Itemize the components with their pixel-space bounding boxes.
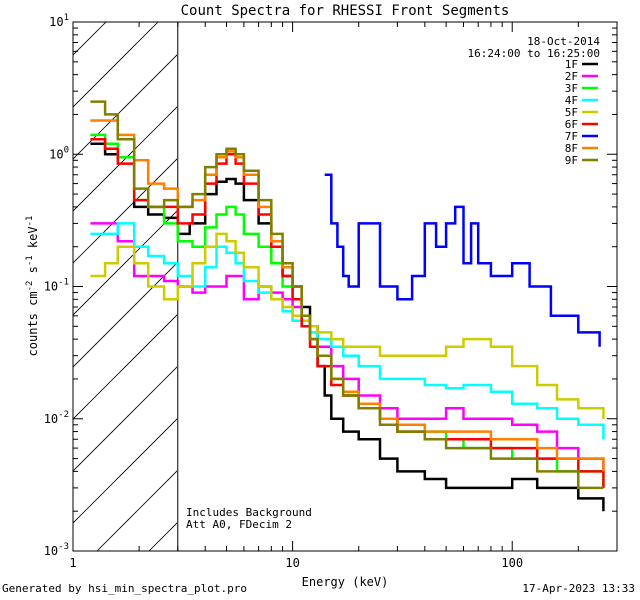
- legend-label-4F: 4F: [565, 94, 578, 107]
- note-background: Includes Background: [186, 506, 312, 519]
- x-axis-label: Energy (keV): [302, 575, 389, 589]
- legend-label-6F: 6F: [565, 118, 578, 131]
- y-tick-label: 10-3: [44, 542, 69, 558]
- y-tick-label: 10-1: [44, 278, 69, 294]
- generated-by-label: Generated by hsi_min_spectra_plot.pro: [2, 582, 248, 595]
- chart-title: Count Spectra for RHESSI Front Segments: [181, 3, 510, 19]
- legend-label-3F: 3F: [565, 82, 578, 95]
- series-line-7F: [324, 173, 601, 347]
- hatch-line: [73, 418, 177, 524]
- hatch-line: [73, 158, 177, 264]
- y-tick-label: 100: [49, 145, 69, 161]
- x-tick-label: 1: [69, 556, 76, 570]
- y-axis-label: counts cm-2 s-1 keV-1: [25, 216, 40, 357]
- date-label: 18-Oct-2014: [527, 35, 600, 48]
- x-axis-ticks: 1 10 100: [69, 22, 618, 570]
- legend-label-8F: 8F: [565, 142, 578, 155]
- x-tick-label: 100: [501, 556, 523, 570]
- hatch-line: [73, 366, 177, 472]
- y-axis-ticks: 10-3 10-2 10-1 100 101: [44, 13, 617, 558]
- legend-label-1F: 1F: [565, 58, 578, 71]
- hatch-line: [253, 0, 640, 551]
- series-line-5F: [90, 232, 605, 419]
- time-range-label: 16:24:00 to 16:25:00: [468, 47, 600, 60]
- legend-label-7F: 7F: [565, 130, 578, 143]
- timestamp-label: 17-Apr-2023 13:33: [522, 582, 635, 595]
- series-line-8F: [90, 119, 605, 472]
- series-line-4F: [90, 222, 605, 440]
- y-tick-label: 10-2: [44, 410, 69, 426]
- hatch-line: [73, 22, 159, 108]
- legend-label-9F: 9F: [565, 154, 578, 167]
- hatch-line: [73, 314, 177, 420]
- legend-label-2F: 2F: [565, 70, 578, 83]
- series-line-9F: [90, 100, 604, 490]
- y-tick-label: 101: [49, 13, 69, 29]
- note-attenuator: Att A0, FDecim 2: [186, 518, 292, 531]
- series-line-6F: [90, 137, 605, 488]
- legend-label-5F: 5F: [565, 106, 578, 119]
- hatch-line: [73, 210, 177, 316]
- x-tick-label: 10: [285, 556, 299, 570]
